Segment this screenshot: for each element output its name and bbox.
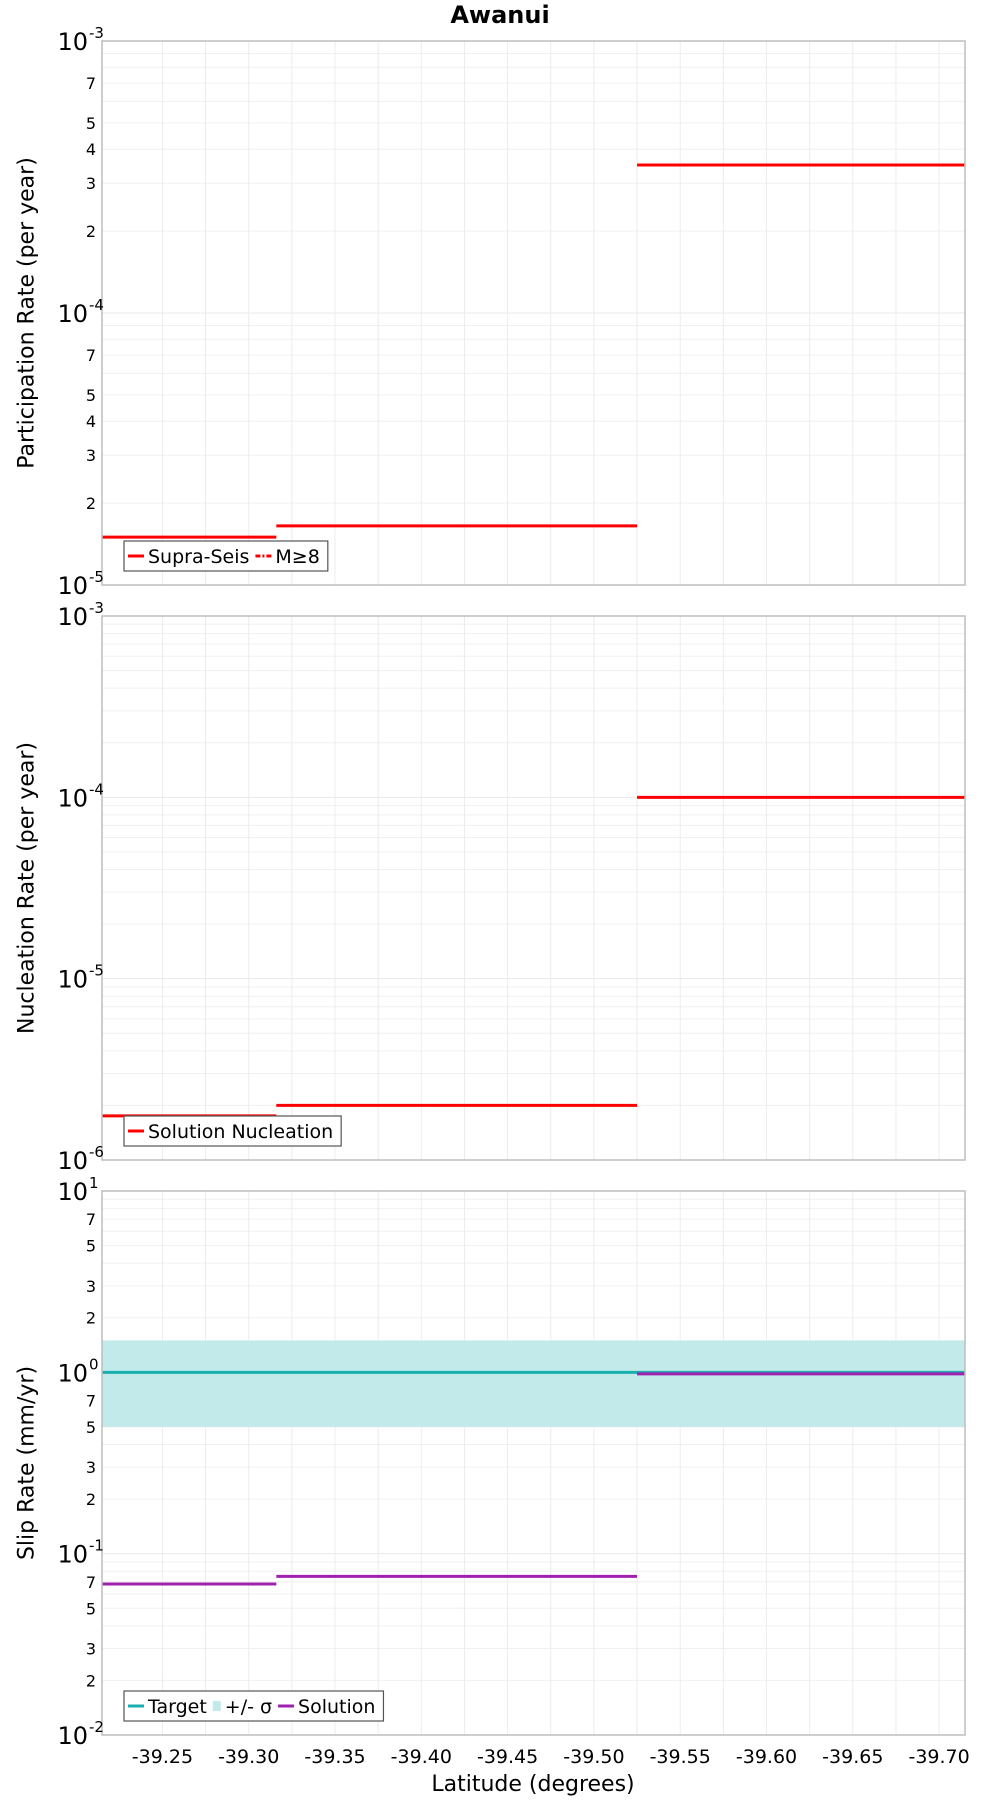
plot-frame [101,40,966,586]
x-tick-label: -39.25 [132,1746,193,1768]
legend-entry-label: M≥8 [275,546,319,568]
legend-frame [123,1690,385,1722]
y-minor-tick-label: 7 [86,346,96,365]
y-minor-tick-label: 2 [86,222,96,241]
y-major-tick-label: 10 [57,1359,88,1387]
y-major-tick-label: 10 [57,1178,88,1206]
grid [102,1191,965,1736]
y-minor-tick-label: 2 [86,1490,96,1509]
plot-frame [101,615,966,1161]
y-major-tick-label: 10 [57,1722,88,1750]
sigma-band [102,1340,965,1427]
chart-title: Awanui [450,1,549,29]
x-tick-label: -39.50 [563,1746,624,1768]
y-major-tick-exponent: -5 [89,962,104,980]
y-minor-tick-label: 3 [86,1458,96,1477]
y-minor-tick-label: 5 [86,114,96,133]
legend-entry-label: Supra-Seis [148,546,249,568]
x-tick-label: -39.45 [477,1746,538,1768]
y-major-tick-label: 10 [57,1541,88,1569]
legend-entry-label: +/- σ [225,1696,272,1718]
y-axis-label: Nucleation Rate (per year) [15,742,40,1034]
y-minor-tick-label: 7 [86,1573,96,1592]
y-major-tick-exponent: -5 [89,568,104,586]
y-minor-tick-label: 2 [86,494,96,513]
x-tick-label: -39.55 [650,1746,711,1768]
legend-frame [123,1115,342,1147]
y-minor-tick-label: 5 [86,1237,96,1256]
y-minor-tick-label: 2 [86,1309,96,1328]
y-minor-tick-label: 5 [86,1599,96,1618]
x-tick-label: -39.70 [908,1746,969,1768]
x-tick-label: -39.40 [391,1746,452,1768]
y-major-tick-label: 10 [57,603,88,631]
legend-entry-label: Solution Nucleation [148,1121,333,1143]
y-major-tick-label: 10 [57,572,88,600]
y-minor-tick-label: 3 [86,1639,96,1658]
y-major-tick-exponent: -6 [89,1143,104,1161]
y-minor-tick-label: 3 [86,1277,96,1296]
plot-frame [101,1190,966,1736]
series-solution [102,1372,965,1586]
legend: Target +/- σ Solution [123,1690,385,1722]
y-major-tick-label: 10 [57,966,88,994]
y-minor-tick-label: 5 [86,1418,96,1437]
y-minor-tick-label: 7 [86,74,96,93]
legend: Supra-Seis M≥8 [123,540,329,572]
y-minor-tick-label: 5 [86,386,96,405]
legend-entry-label: Target [147,1696,207,1718]
legend: Solution Nucleation [123,1115,342,1147]
y-minor-tick-label: 3 [86,446,96,465]
y-minor-tick-label: 3 [86,174,96,193]
y-minor-tick-label: 7 [86,1391,96,1410]
y-major-tick-exponent: 0 [89,1355,99,1373]
y-axis-label: Slip Rate (mm/yr) [15,1366,40,1560]
y-major-tick-exponent: -3 [89,599,104,617]
y-major-tick-label: 10 [57,784,88,812]
y-major-tick-exponent: -4 [89,296,104,314]
y-minor-tick-label: 4 [86,412,96,431]
legend-frame [123,540,329,572]
x-tick-label: -39.60 [736,1746,797,1768]
x-axis-label: Latitude (degrees) [431,1772,634,1797]
series-supra-seis [102,163,965,539]
y-major-tick-exponent: -2 [89,1718,104,1736]
y-major-tick-label: 10 [57,28,88,56]
y-minor-tick-label: 2 [86,1671,96,1690]
y-major-tick-label: 10 [57,300,88,328]
y-major-tick-exponent: -1 [89,1537,104,1555]
series-solution-nucleation [102,795,965,1118]
legend-swatch [212,1701,221,1711]
y-major-tick-exponent: -3 [89,24,104,42]
y-minor-tick-label: 4 [86,140,96,159]
y-major-tick-exponent: -4 [89,780,104,798]
y-minor-tick-label: 7 [86,1210,96,1229]
grid [102,616,965,1161]
x-tick-label: -39.65 [822,1746,883,1768]
legend-entry-label: Solution [298,1696,375,1718]
grid [102,41,965,586]
y-major-tick-exponent: 1 [89,1174,99,1192]
x-tick-label: -39.35 [304,1746,365,1768]
x-tick-label: -39.30 [218,1746,279,1768]
y-axis-label: Participation Rate (per year) [15,157,40,469]
y-major-tick-label: 10 [57,1147,88,1175]
